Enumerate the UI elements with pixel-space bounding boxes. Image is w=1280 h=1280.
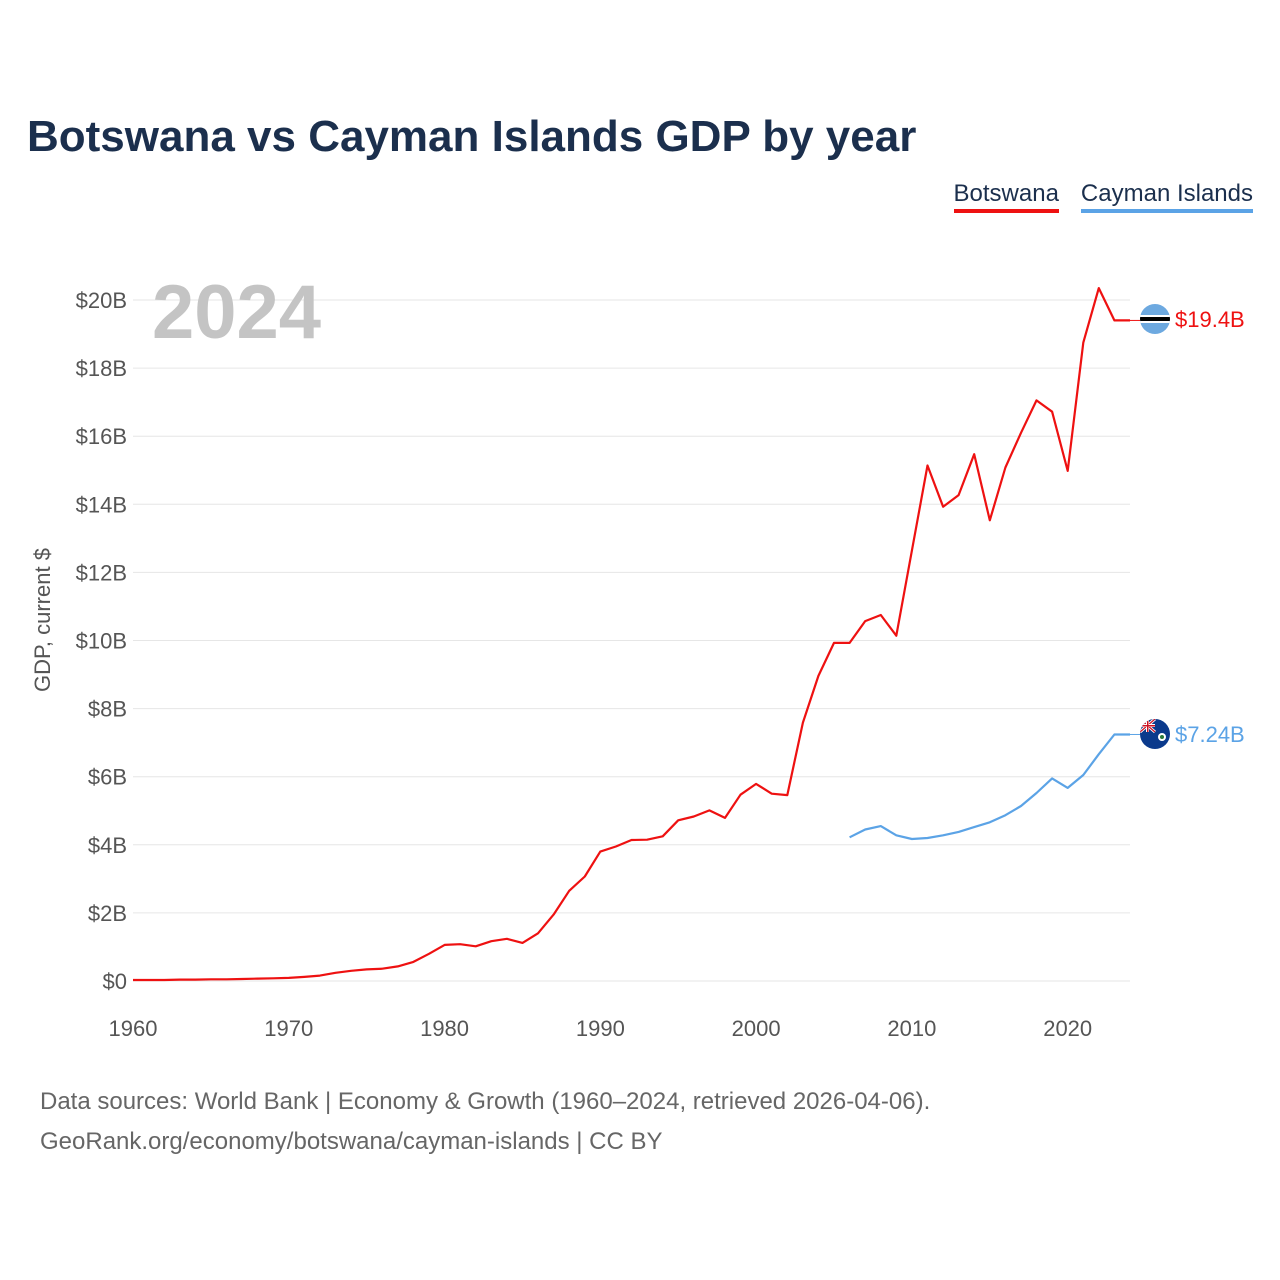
legend: Botswana Cayman Islands [953, 180, 1253, 213]
year-watermark: 2024 [152, 270, 321, 355]
y-tick-label: $12B [76, 560, 127, 585]
botswana-end-label: $19.4B [1175, 307, 1245, 332]
gdp-line-chart: 2024 $0$2B$4B$6B$8B$10B$12B$14B$16B$18B$… [30, 270, 1245, 1041]
y-tick-label: $6B [88, 765, 127, 790]
y-tick-label: $18B [76, 356, 127, 381]
y-tick-label: $0 [103, 969, 127, 994]
cayman-islands-end-label: $7.24B [1175, 722, 1245, 747]
chart-title: Botswana vs Cayman Islands GDP by year [27, 112, 917, 161]
legend-item-cayman-islands[interactable]: Cayman Islands [1080, 180, 1253, 213]
y-tick-label: $4B [88, 833, 127, 858]
series-line-botswana [133, 287, 1130, 982]
x-tick-label: 2010 [887, 1016, 936, 1041]
legend-item-botswana[interactable]: Botswana [953, 180, 1059, 213]
gridlines [133, 299, 1130, 982]
y-tick-label: $10B [76, 629, 127, 654]
cayman-islands-flag-icon [1140, 719, 1170, 749]
footer-link[interactable]: GeoRank.org/economy/botswana/cayman-isla… [40, 1128, 663, 1155]
series-lines [133, 287, 1140, 982]
x-tick-label: 1970 [264, 1016, 313, 1041]
footer-sources: Data sources: World Bank | Economy & Gro… [40, 1088, 931, 1115]
series-line-cayman-islands [849, 733, 1130, 841]
x-tick-label: 1960 [109, 1016, 158, 1041]
x-tick-label: 1990 [576, 1016, 625, 1041]
x-tick-label: 2000 [732, 1016, 781, 1041]
y-tick-label: $16B [76, 424, 127, 449]
x-tick-label: 2020 [1043, 1016, 1092, 1041]
y-tick-label: $14B [76, 492, 127, 517]
y-tick-label: $2B [88, 901, 127, 926]
x-tick-label: 1980 [420, 1016, 469, 1041]
x-axis-ticks: 1960 1970 1980 1990 2000 2010 2020 [109, 1016, 1093, 1041]
footer: Data sources: World Bank | Economy & Gro… [40, 1082, 930, 1162]
y-tick-label: $20B [76, 288, 127, 313]
y-axis-label: GDP, current $ [30, 548, 55, 692]
y-tick-label: $8B [88, 697, 127, 722]
botswana-flag-icon [1140, 304, 1170, 334]
y-axis-ticks: $0 $2B $4B $6B $8B $10B $12B $14B $16B $18B $20B [76, 288, 127, 994]
